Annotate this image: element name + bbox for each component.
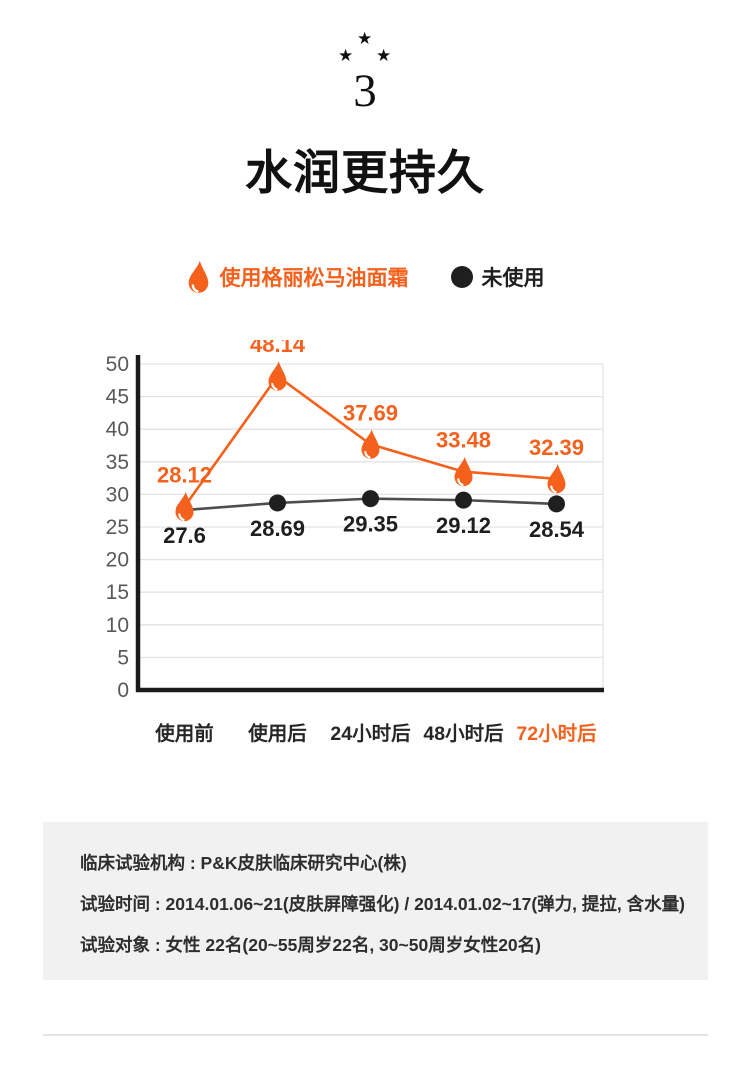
droplet-marker: [454, 456, 473, 487]
circle-marker: [548, 495, 565, 513]
data-label: 29.12: [436, 513, 491, 538]
x-tick-label: 48小时后: [423, 723, 503, 745]
x-tick-label: 24小时后: [330, 723, 410, 745]
y-tick-label: 25: [106, 516, 129, 539]
y-tick-label: 10: [106, 614, 129, 637]
data-label: 28.69: [250, 516, 305, 541]
bottom-divider: [43, 1034, 708, 1036]
circle-marker: [269, 494, 286, 512]
droplet-icon: [188, 260, 208, 293]
data-label: 28.12: [157, 463, 212, 488]
circle-marker: [362, 490, 379, 508]
chart-legend: 使用格丽松马油面霜 未使用: [0, 254, 730, 300]
clinical-trial-info-box: 临床试验机构 : P&K皮肤临床研究中心(株) 试验时间 : 2014.01.0…: [43, 822, 708, 980]
star-icon: ★: [338, 46, 354, 65]
y-tick-label: 0: [117, 679, 129, 702]
y-tick-label: 50: [106, 353, 129, 376]
y-tick-label: 40: [106, 418, 129, 441]
y-tick-label: 15: [106, 581, 129, 604]
page-title: 水润更持久: [245, 146, 485, 199]
legend-label-untreated: 未使用: [481, 267, 545, 290]
star-icon: ★: [376, 46, 392, 65]
droplet-marker: [175, 491, 194, 522]
data-label: 27.6: [163, 523, 206, 548]
y-tick-label: 30: [106, 483, 129, 506]
legend-label-cream: 使用格丽松马油面霜: [219, 267, 409, 290]
y-tick-label: 20: [106, 549, 129, 572]
line-chart: 0 5 10 15 20 25 30 35 40 45 50 27.6 28.69 29.35 29.12 2…: [95, 332, 615, 757]
data-label: 48.14: [250, 340, 306, 357]
trial-period: 试验时间 : 2014.01.06~21(皮肤屏障强化) / 2014.01.0…: [80, 894, 685, 914]
data-label: 37.69: [343, 400, 398, 425]
y-tick-label: 5: [117, 646, 129, 669]
section-number: 3: [353, 65, 377, 117]
droplet-marker: [268, 361, 287, 391]
droplet-marker: [547, 463, 566, 494]
droplet-marker: [361, 429, 380, 459]
data-label: 33.48: [436, 428, 491, 453]
trial-subjects: 试验对象 : 女性 22名(20~55周岁22名, 30~50周岁女性20名): [80, 935, 541, 955]
data-label: 32.39: [529, 435, 584, 460]
legend-item-cream: 使用格丽松马油面霜: [186, 259, 409, 295]
circle-marker-icon: [450, 266, 473, 288]
x-tick-label: 使用后: [247, 722, 307, 745]
star-icon: ★: [357, 29, 373, 48]
data-label: 29.35: [343, 512, 398, 537]
star-decoration: ★ ★ ★: [0, 26, 730, 70]
chart-canvas: 0 5 10 15 20 25 30 35 40 45 50 27.6 28.69 29.35 29.12 2…: [106, 332, 604, 745]
legend-item-untreated: 未使用: [450, 262, 545, 292]
x-tick-label: 使用前: [154, 722, 214, 745]
y-tick-label: 35: [106, 451, 129, 474]
x-tick-label: 72小时后: [516, 723, 596, 745]
circle-marker: [455, 491, 472, 509]
data-label: 28.54: [529, 517, 585, 542]
y-tick-label: 45: [106, 386, 129, 409]
trial-institution: 临床试验机构 : P&K皮肤临床研究中心(株): [80, 853, 407, 873]
